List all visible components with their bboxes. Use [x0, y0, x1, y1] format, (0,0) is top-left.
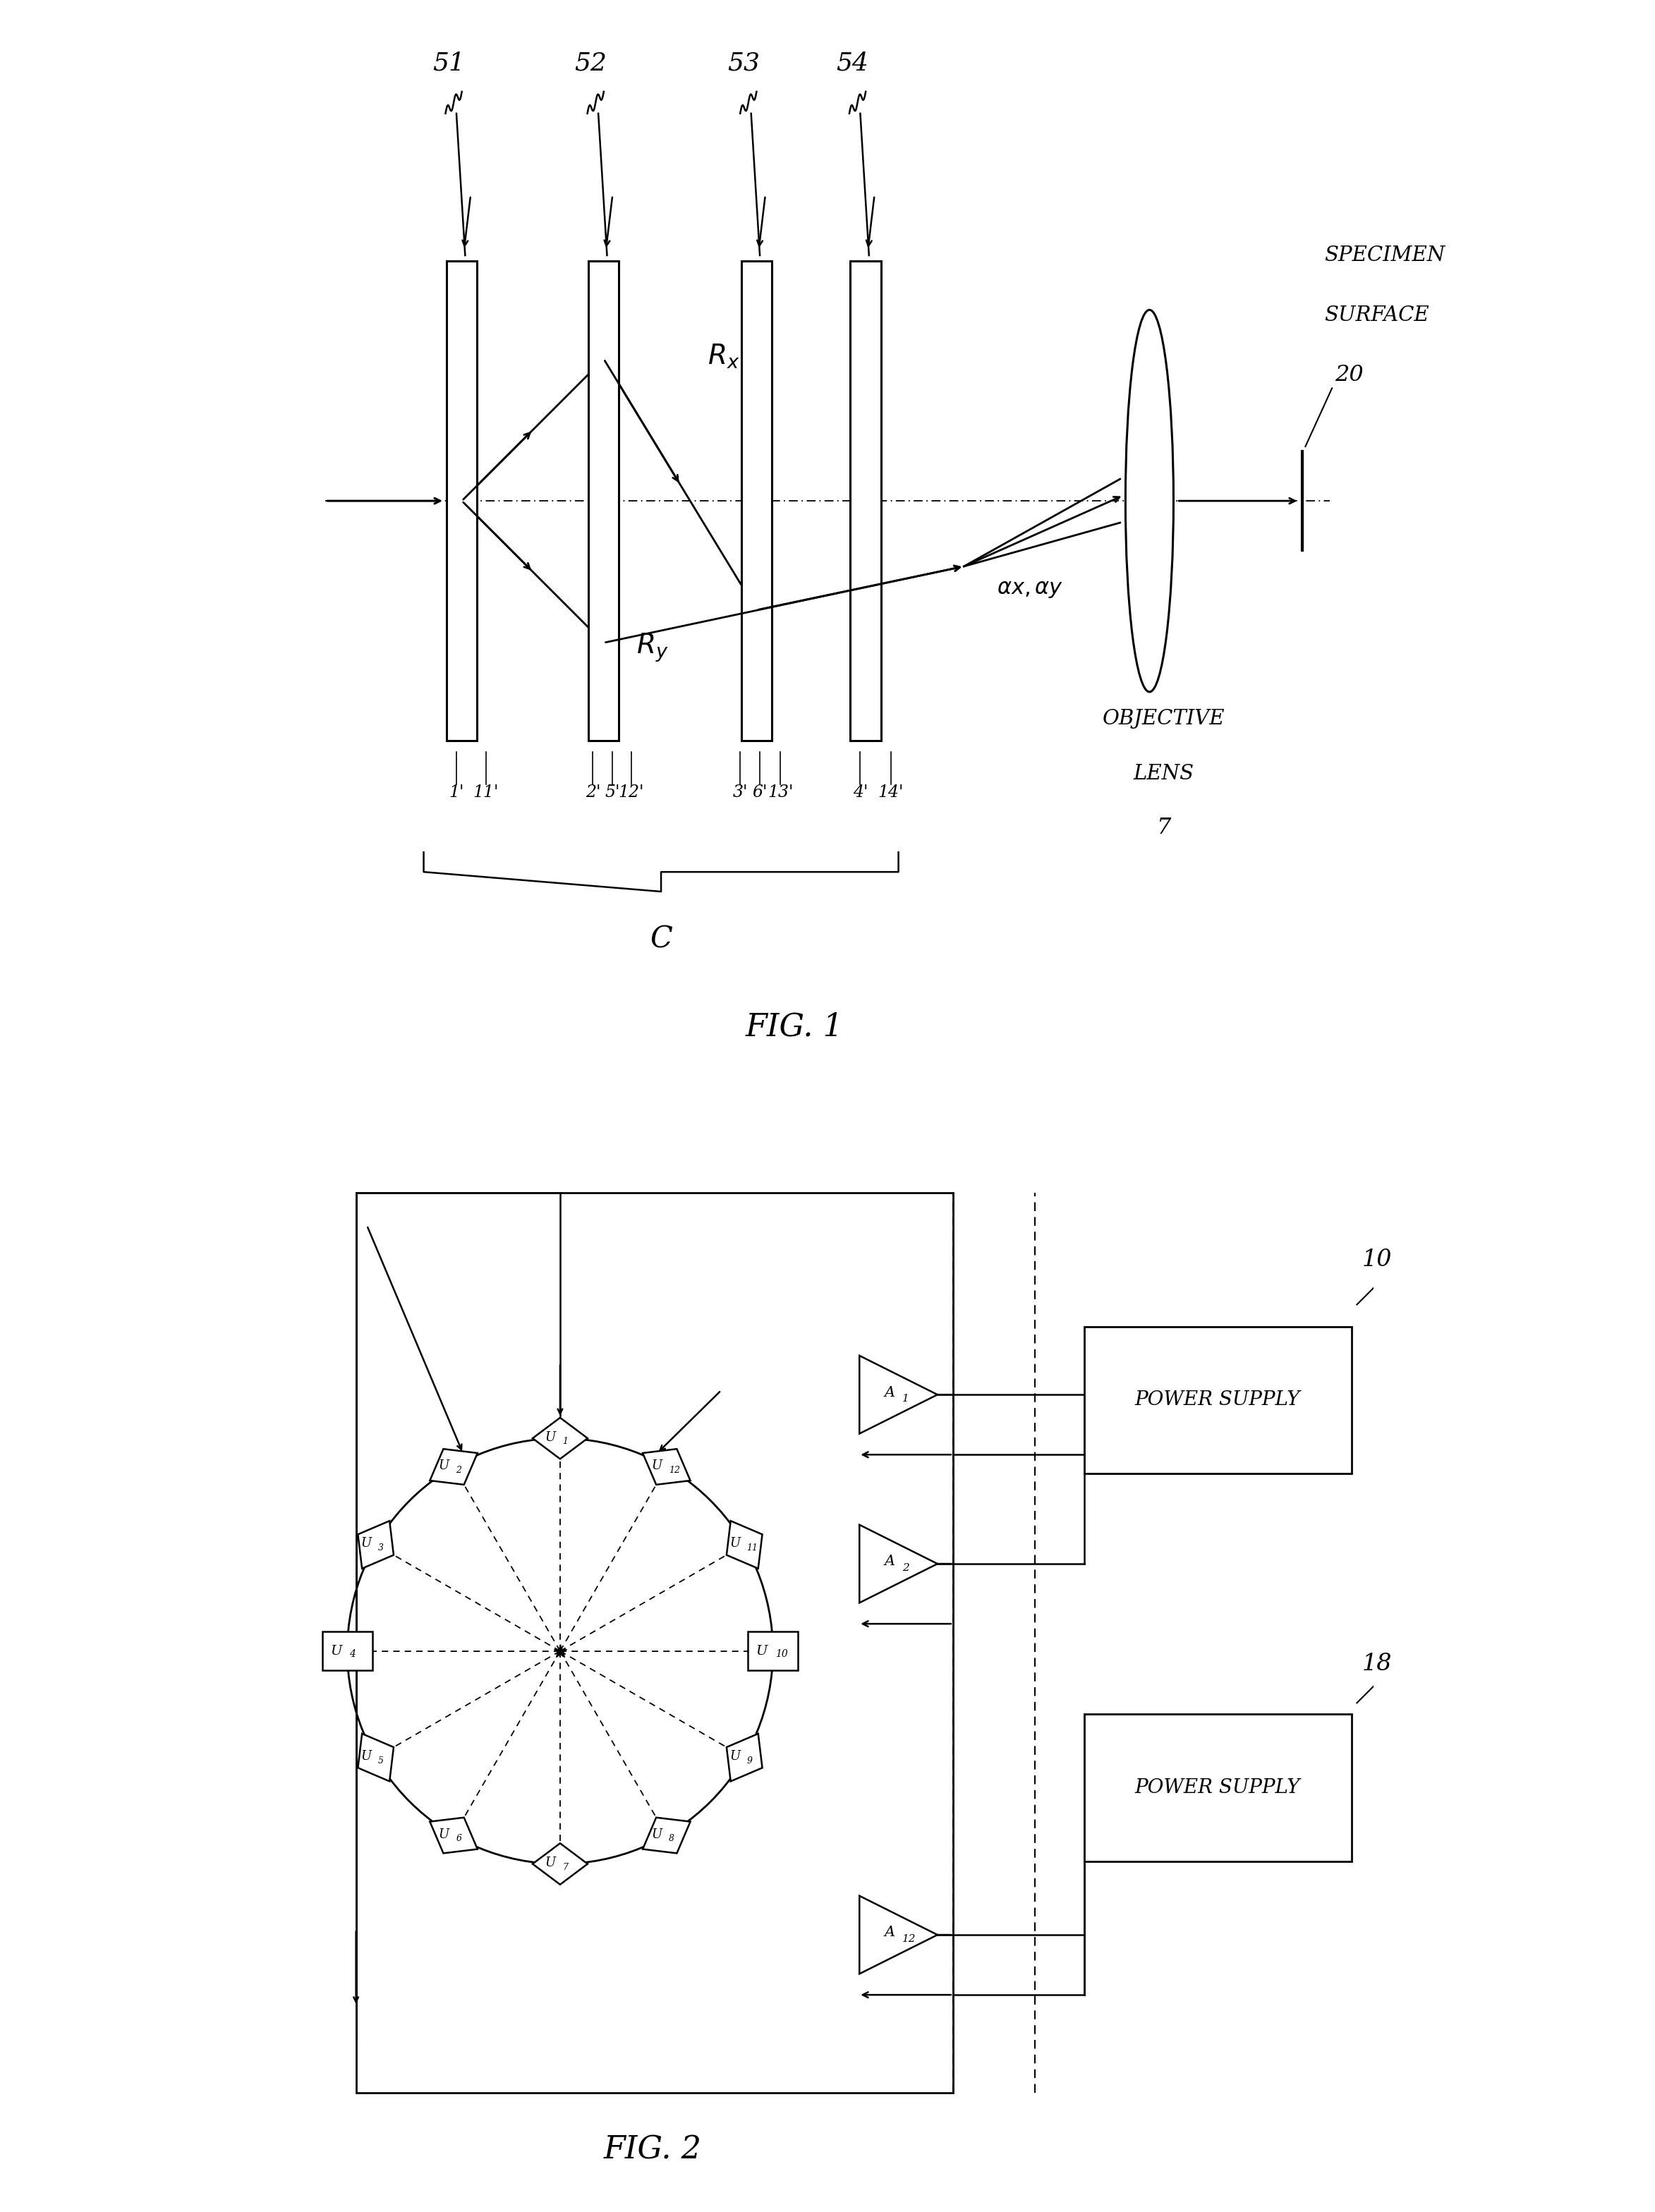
Bar [1084, 1327, 1352, 1473]
Text: U: U [730, 1537, 740, 1551]
Text: 4: 4 [349, 1650, 356, 1659]
Text: 10: 10 [1362, 1250, 1392, 1272]
Text: 1: 1 [902, 1394, 909, 1405]
Text: 12: 12 [669, 1467, 680, 1475]
Text: $\alpha x, \alpha y$: $\alpha x, \alpha y$ [996, 577, 1063, 599]
Text: U: U [544, 1431, 556, 1444]
Polygon shape [642, 1818, 690, 1854]
Text: U: U [361, 1537, 371, 1551]
Bar [741, 261, 771, 741]
Text: 5: 5 [377, 1756, 384, 1765]
Text: U: U [544, 1856, 556, 1869]
Bar [356, 1192, 953, 2093]
Text: POWER SUPPLY: POWER SUPPLY [1135, 1778, 1301, 1796]
Text: 5': 5' [604, 785, 621, 801]
Text: $R_x$: $R_x$ [707, 343, 740, 369]
Text: 2: 2 [455, 1467, 462, 1475]
Text: 6: 6 [455, 1834, 462, 1843]
Text: 6': 6' [753, 785, 768, 801]
Polygon shape [859, 1524, 937, 1604]
Text: 11: 11 [746, 1544, 758, 1553]
Text: U: U [439, 1460, 449, 1471]
Text: 1': 1' [449, 785, 463, 801]
Text: FIG. 1: FIG. 1 [746, 1011, 844, 1042]
Text: U: U [652, 1460, 662, 1471]
Text: 7: 7 [1157, 816, 1170, 838]
Text: A: A [884, 1385, 895, 1400]
Text: U: U [652, 1827, 662, 1840]
Text: 4': 4' [852, 785, 867, 801]
Polygon shape [357, 1522, 394, 1568]
Text: SURFACE: SURFACE [1324, 305, 1428, 325]
Polygon shape [430, 1449, 478, 1484]
Text: 13': 13' [768, 785, 793, 801]
Text: POWER SUPPLY: POWER SUPPLY [1135, 1391, 1301, 1409]
Text: 2': 2' [586, 785, 601, 801]
Bar [748, 1632, 798, 1670]
Text: $R_y$: $R_y$ [637, 630, 669, 664]
Text: 18: 18 [1362, 1652, 1392, 1674]
Text: FIG. 2: FIG. 2 [604, 2135, 702, 2166]
Bar [323, 1632, 372, 1670]
Text: 12': 12' [619, 785, 644, 801]
Polygon shape [859, 1896, 937, 1973]
Text: 52: 52 [574, 51, 607, 75]
Text: LENS: LENS [1134, 763, 1193, 783]
Text: 51: 51 [432, 51, 465, 75]
Polygon shape [642, 1449, 690, 1484]
Polygon shape [533, 1418, 588, 1460]
Text: U: U [756, 1646, 768, 1657]
Bar [851, 261, 880, 741]
Text: U: U [331, 1646, 343, 1657]
Text: 3: 3 [377, 1544, 384, 1553]
Polygon shape [859, 1356, 937, 1433]
Text: 9: 9 [746, 1756, 753, 1765]
Polygon shape [533, 1843, 588, 1885]
Polygon shape [727, 1522, 763, 1568]
Polygon shape [357, 1734, 394, 1781]
Polygon shape [727, 1734, 763, 1781]
Text: 7: 7 [563, 1863, 568, 1871]
Text: C: C [650, 925, 672, 953]
Text: SPECIMEN: SPECIMEN [1324, 246, 1445, 265]
Text: 11': 11' [473, 785, 498, 801]
Bar [447, 261, 477, 741]
Text: 2: 2 [902, 1564, 909, 1573]
Text: A: A [884, 1927, 895, 1940]
Text: 10: 10 [775, 1650, 788, 1659]
Text: 20: 20 [1336, 365, 1364, 385]
Text: U: U [730, 1750, 740, 1763]
Text: U: U [361, 1750, 371, 1763]
Polygon shape [430, 1818, 478, 1854]
Ellipse shape [1125, 310, 1173, 692]
Text: OBJECTIVE: OBJECTIVE [1102, 710, 1225, 728]
Bar [589, 261, 619, 741]
Text: 8: 8 [669, 1834, 674, 1843]
Text: 1: 1 [563, 1438, 568, 1447]
Text: 53: 53 [727, 51, 760, 75]
Text: U: U [439, 1827, 449, 1840]
Text: 54: 54 [836, 51, 869, 75]
Text: 3': 3' [733, 785, 748, 801]
Text: A: A [884, 1555, 895, 1568]
Text: 12: 12 [902, 1933, 915, 1944]
Bar [1084, 1714, 1352, 1860]
Text: 14': 14' [877, 785, 904, 801]
